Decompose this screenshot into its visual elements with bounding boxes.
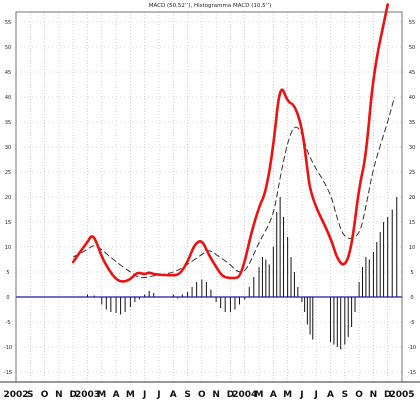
macd-line [71,3,389,283]
y-tick-label-left: 40 [5,95,11,101]
x-tick-label: S [27,390,33,400]
y-tick-label-left: 10 [5,245,11,251]
y-tick-label-right: 50 [409,45,415,51]
y-tick-label-left: -5 [6,320,11,326]
x-tick-label: A [270,390,277,400]
y-tick-label-right: 35 [409,120,415,126]
y-tick-label-left: 45 [5,70,11,76]
x-tick-label: J [299,390,303,400]
x-tick-label: 2002 [3,390,28,400]
y-tick-label-right: 30 [409,145,415,151]
y-tick-label-right: -10 [408,345,416,351]
y-tick-label-right: 45 [409,70,415,76]
x-tick-label: D [69,390,76,400]
y-tick-label-right: 0 [410,295,413,301]
x-tick-label: 2004 [232,390,257,400]
x-tick-label: 2005 [389,390,414,400]
x-tick-label: M [283,390,292,400]
x-tick-label: A [327,390,334,400]
grid-layer [15,12,403,382]
y-tick-label-left: 50 [5,45,11,51]
y-tick-label-right: 5 [410,270,413,276]
lines-layer [16,3,402,298]
y-tick-label-right: 40 [409,95,415,101]
y-tick-label-right: 25 [409,170,415,176]
x-tick-label: N [370,390,378,400]
y-tick-label-right: -15 [408,370,416,376]
x-tick-label: D [227,390,234,400]
x-tick-label: S [184,390,190,400]
x-tick-label: J [314,390,318,400]
x-tick-label: 2003 [75,390,100,400]
y-tick-label-right: 15 [409,220,415,226]
y-tick-label-left: 30 [5,145,11,151]
y-tick-label-right: 10 [409,245,415,251]
signal-line [72,96,395,279]
x-tick-label: D [384,390,391,400]
x-tick-label: M [255,390,264,400]
x-tick-label: N [55,390,63,400]
x-tick-label: A [113,390,120,400]
x-tick-label: O [198,390,206,400]
x-tick-label: J [156,390,160,400]
histogram-layer [86,197,398,350]
y-tick-label-left: 25 [5,170,11,176]
chart-title: MACD (50,52’’), Histogramma MACD (10,5’’… [149,3,272,9]
y-tick-label-left: -10 [4,345,12,351]
x-tick-label: N [212,390,220,400]
x-tick-label: M [126,390,135,400]
x-tick-label: J [142,390,146,400]
x-tick-label: M [97,390,106,400]
x-tick-label: O [355,390,363,400]
y-tick-label-right: -5 [410,320,415,326]
y-tick-label-right: 55 [409,20,415,26]
y-tick-label-left: 55 [5,20,11,26]
x-tick-label: S [342,390,348,400]
y-tick-label-left: 20 [5,195,11,201]
y-tick-label-left: 0 [6,295,9,301]
x-tick-label: O [41,390,49,400]
y-tick-label-left: 15 [5,220,11,226]
y-tick-label-right: 20 [409,195,415,201]
y-tick-label-left: -15 [4,370,12,376]
x-tick-label: A [170,390,177,400]
y-tick-label-left: 5 [6,270,9,276]
y-tick-label-left: 35 [5,120,11,126]
